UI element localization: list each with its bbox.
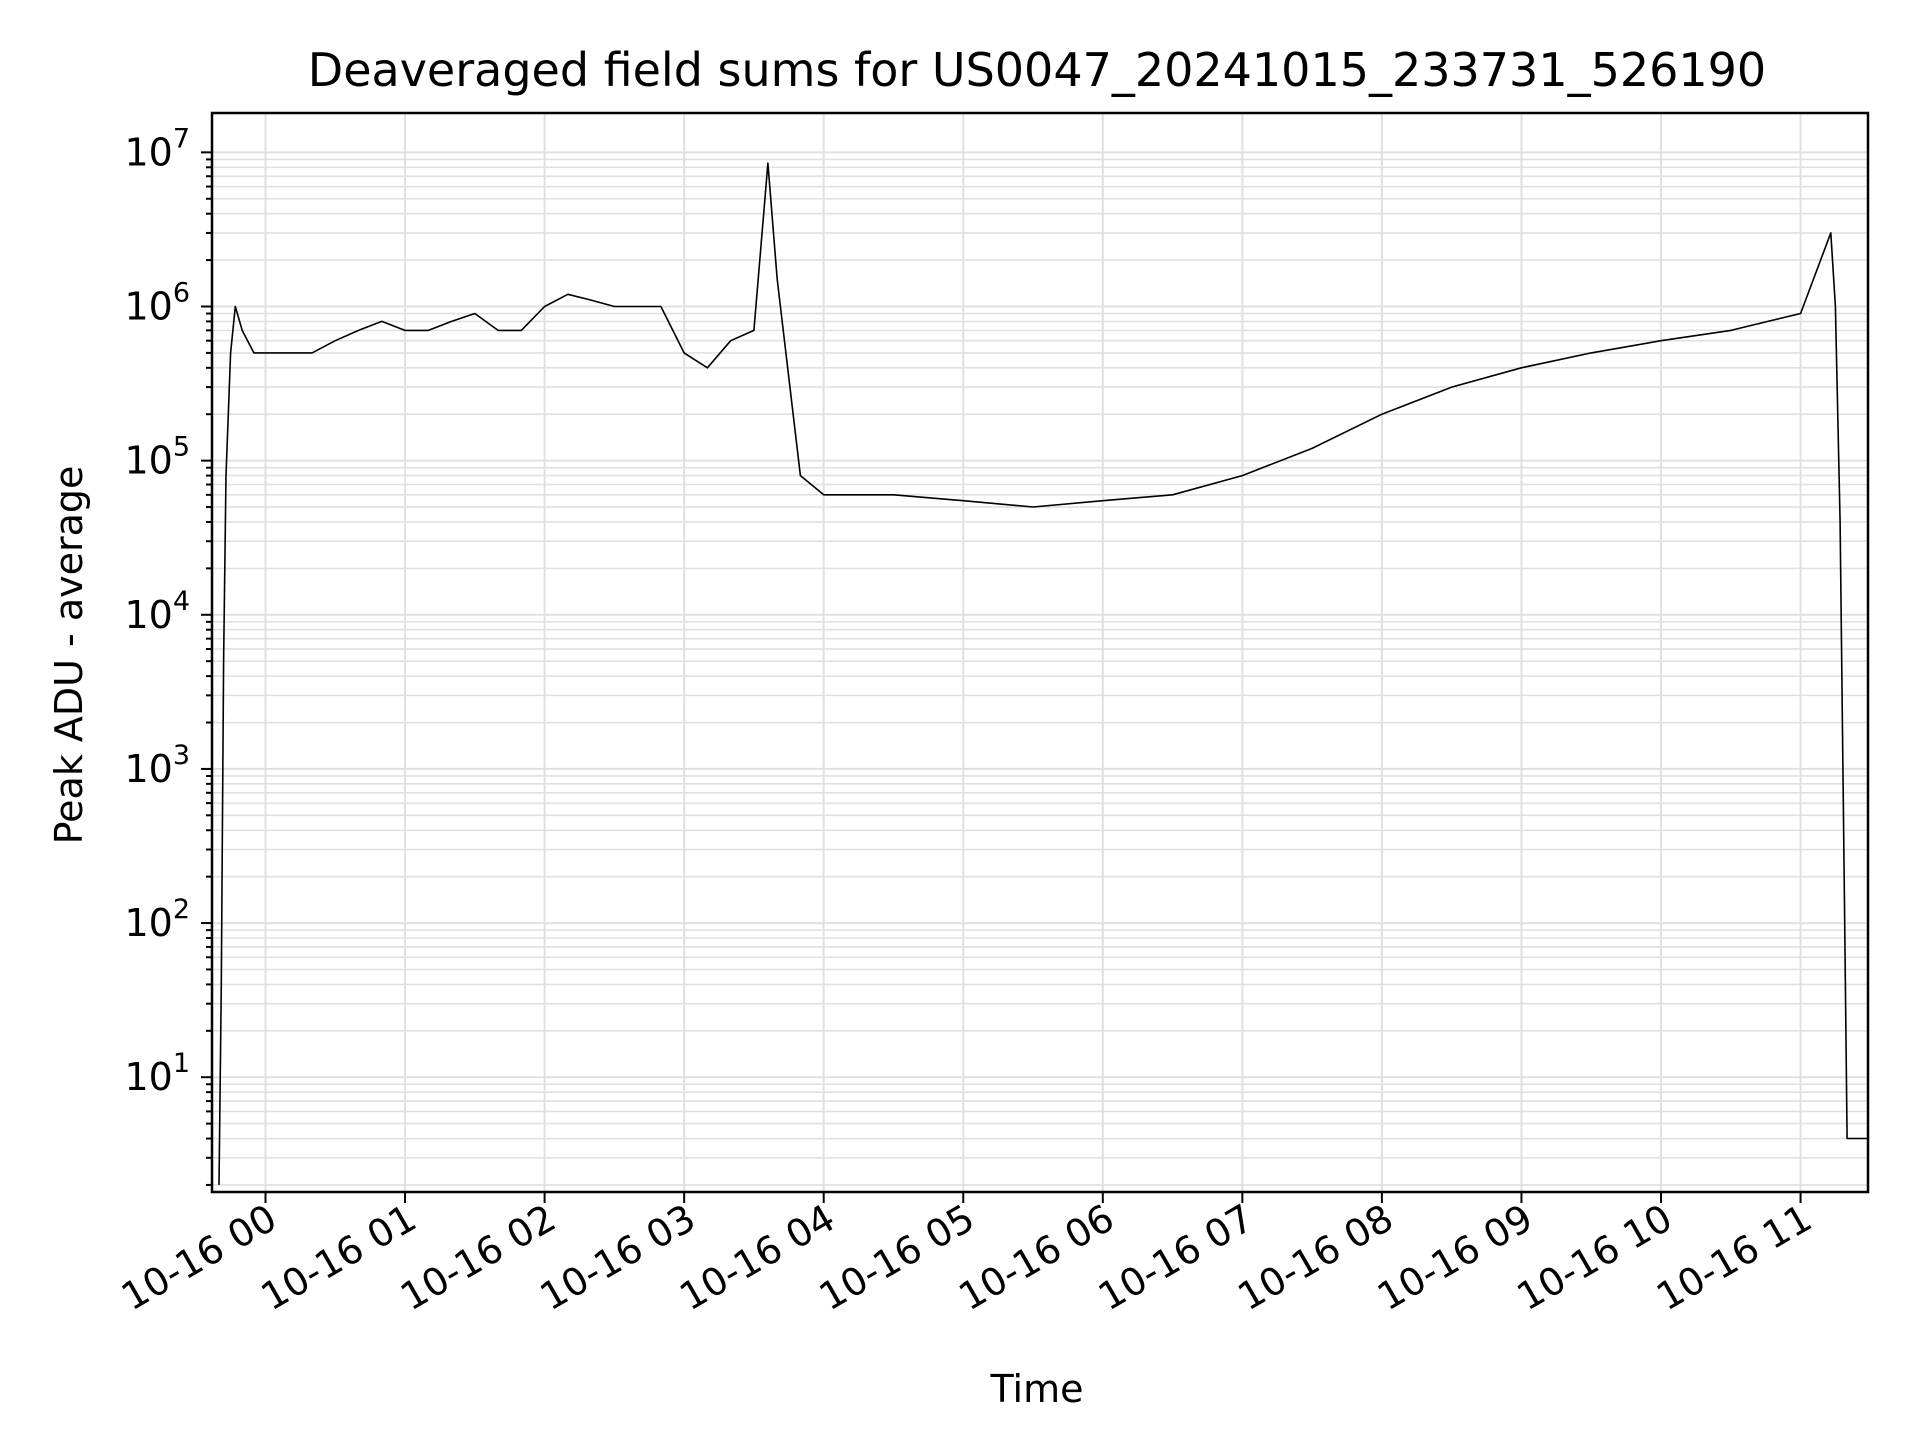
x-tick-label: 10-16 05 — [812, 1196, 982, 1320]
y-tick-label-exponent: 3 — [173, 740, 190, 771]
y-tick-label-exponent: 1 — [173, 1048, 190, 1079]
plot-frame — [210, 111, 1870, 1194]
x-tick-label: 10-16 09 — [1370, 1196, 1540, 1320]
x-tick-label: 10-16 01 — [254, 1196, 424, 1320]
y-tick-label: 104 — [124, 586, 190, 637]
x-tick-label: 10-16 11 — [1649, 1196, 1819, 1320]
data-line-group — [218, 162, 1868, 1185]
y-tick-label: 105 — [124, 432, 190, 483]
x-tick-label: 10-16 04 — [672, 1196, 842, 1320]
chart-title: Deaveraged field sums for US0047_2024101… — [308, 43, 1766, 97]
y-tick-label-base: 10 — [124, 747, 172, 791]
x-tick-label: 10-16 10 — [1510, 1196, 1680, 1320]
x-tick-label: 10-16 06 — [951, 1196, 1121, 1320]
x-tick-label: 10-16 08 — [1230, 1196, 1400, 1320]
y-tick-label-base: 10 — [124, 130, 172, 174]
y-tick-label-exponent: 4 — [173, 586, 190, 617]
y-tick-label-exponent: 6 — [173, 277, 190, 308]
x-tick-label: 10-16 03 — [533, 1196, 703, 1320]
y-tick-label-exponent: 5 — [173, 432, 190, 463]
y-tick-label-base: 10 — [124, 1055, 172, 1099]
x-tick-label: 10-16 02 — [393, 1196, 563, 1320]
grid — [212, 113, 1868, 1192]
x-tick-label: 10-16 00 — [114, 1196, 284, 1320]
y-tick-label-exponent: 2 — [173, 894, 190, 925]
data-line — [218, 162, 1868, 1185]
y-tick-label-base: 10 — [124, 284, 172, 328]
y-tick-label: 102 — [124, 894, 190, 945]
y-tick-label-exponent: 7 — [173, 123, 190, 154]
y-axis-label: Peak ADU - average — [47, 466, 91, 845]
y-tick-label-base: 10 — [124, 593, 172, 637]
y-tick-label-base: 10 — [124, 439, 172, 483]
x-tick-label: 10-16 07 — [1091, 1196, 1261, 1320]
y-tick-label: 101 — [124, 1048, 190, 1099]
y-tick-label: 107 — [124, 123, 190, 174]
y-tick-label-base: 10 — [124, 901, 172, 945]
y-tick-label: 106 — [124, 277, 190, 328]
x-axis-label: Time — [990, 1367, 1084, 1411]
y-tick-label: 103 — [124, 740, 190, 791]
